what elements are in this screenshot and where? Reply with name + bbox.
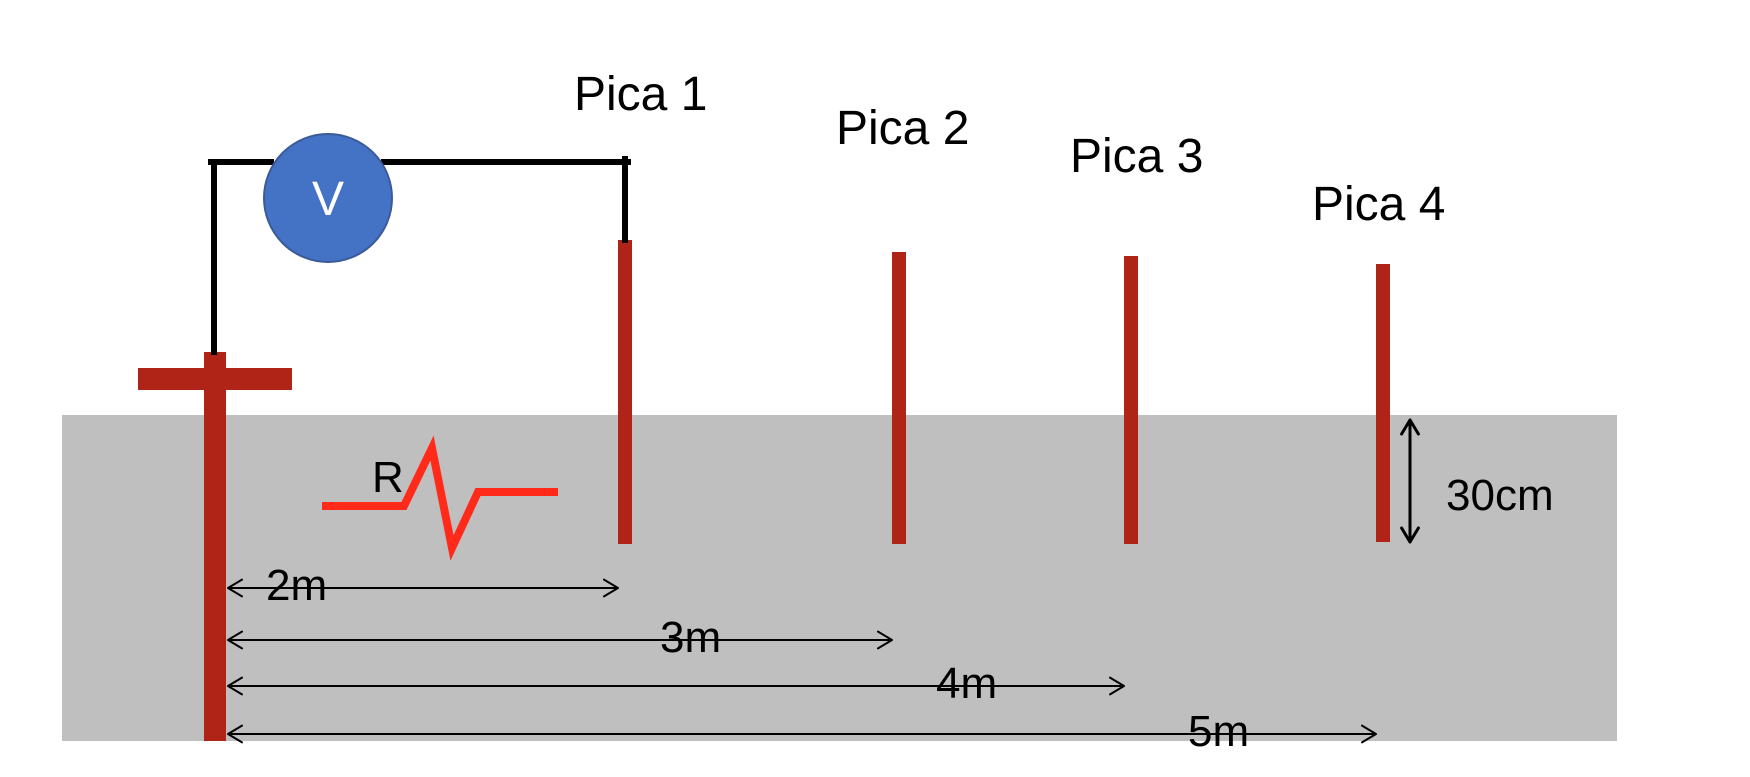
pica-3-label: Pica 3 (1070, 130, 1203, 183)
pica-4-label: Pica 4 (1312, 178, 1445, 231)
pica-2-label: Pica 2 (836, 102, 969, 155)
distance-label-3: 4m (936, 659, 997, 708)
main-electrode (204, 352, 226, 741)
depth-label: 30cm (1446, 471, 1554, 520)
voltmeter-label: V (312, 173, 344, 226)
distance-label-2: 3m (660, 613, 721, 662)
resistance-label: R (372, 453, 404, 502)
pica-1 (618, 240, 632, 544)
pica-4 (1376, 264, 1390, 542)
distance-label-4: 5m (1188, 707, 1249, 756)
pica-2 (892, 252, 906, 544)
distance-label-1: 2m (266, 561, 327, 610)
diagram-canvas: 2m 3m 4m 5m Pica 1 Pica 2 Pica 3 Pica 4 V R 30cm (0, 0, 1750, 777)
pica-1-label: Pica 1 (574, 68, 707, 121)
pica-3 (1124, 256, 1138, 544)
